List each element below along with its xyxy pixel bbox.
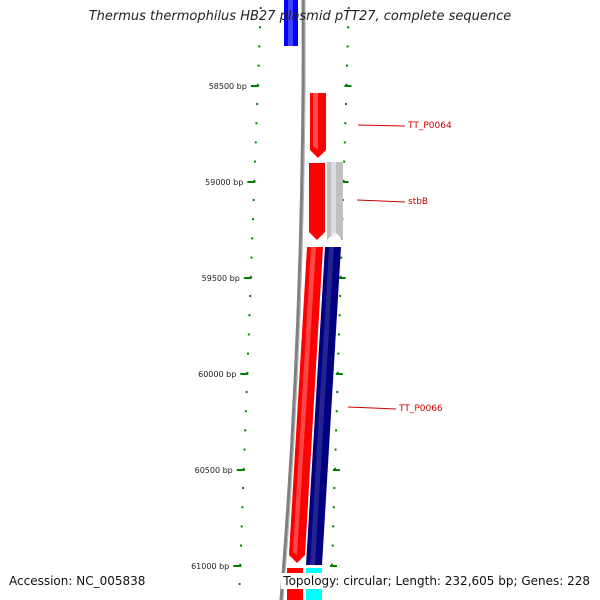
gene-reverse-long-highlight [293,247,316,555]
accession-text: Accession: NC_005838 [7,573,148,589]
topology-text: Topology: circular; Length: 232,605 bp; … [281,573,592,589]
gene-stbb-highlight [331,162,336,238]
gene-label-tt-p0066[interactable]: TT_P0066 [398,404,443,414]
label-line-tt-p0066 [347,406,397,410]
map-title: Thermus thermophilus HB27 plasmid pTT27,… [88,9,512,24]
previous-gene-highlight [288,0,293,46]
scale-label: 61000 bp [191,562,229,571]
sequence-backbone [279,0,305,600]
gene-label-tt-p0064[interactable]: TT_P0064 [407,121,452,131]
sequence-backbone-shadow [282,0,306,600]
gene-label-stbb[interactable]: stbB [408,197,428,207]
scale-ticks: 58500 bp 59000 bp 59500 bp 60000 bp 60500 bp… [191,7,352,585]
gene-labels: TT_P0064 stbB TT_P0066 [347,121,452,414]
scale-label: 59000 bp [205,178,243,187]
backbone-group [279,0,306,600]
label-line-tt-p0064 [357,124,406,127]
gene-features [284,0,343,600]
gene-reverse-large-arrow[interactable] [309,163,325,240]
scale-label: 60500 bp [195,466,233,475]
scale-label: 58500 bp [209,82,247,91]
scale-label: 59500 bp [202,274,240,283]
scale-label: 60000 bp [198,370,236,379]
gene-tt-p0064-highlight [313,93,318,150]
gene-tt-p0066-highlight [310,247,334,565]
label-line-stbb [356,199,406,203]
